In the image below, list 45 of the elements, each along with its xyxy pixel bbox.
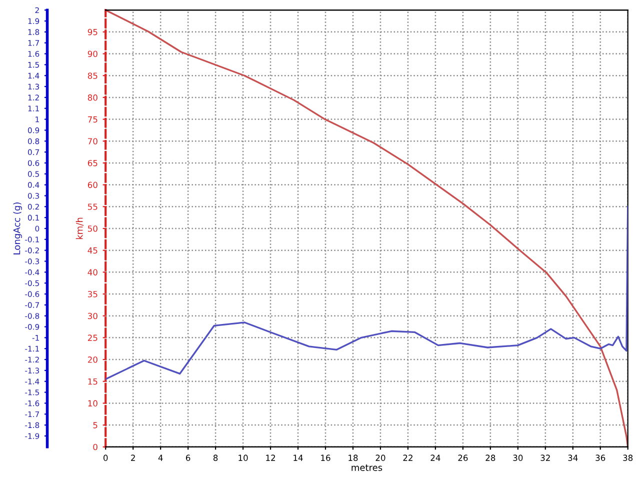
y-tick-label: 10 xyxy=(88,400,98,406)
x-tick-label: 32 xyxy=(540,454,550,461)
y-tick-label: 25 xyxy=(88,334,98,341)
x-tick-label: 6 xyxy=(186,454,190,461)
y-tick-label: 20 xyxy=(88,356,98,363)
x-tick-label: 22 xyxy=(403,454,412,461)
x-tick-label: 20 xyxy=(376,454,386,461)
y-tick-label: 45 xyxy=(88,247,98,254)
x-tick-label: 12 xyxy=(266,454,275,461)
x-axis-title: metres xyxy=(352,464,382,471)
x-tick-label: 36 xyxy=(596,454,606,461)
y-tick-label: 70 xyxy=(88,138,98,144)
x-tick-label: 2 xyxy=(131,454,135,461)
x-tick-label: 4 xyxy=(158,454,163,461)
y-tick-label: 85 xyxy=(88,72,98,79)
y-tick-label: 75 xyxy=(88,116,98,123)
y-tick-label: 30 xyxy=(88,312,98,320)
x-tick-label: 16 xyxy=(321,454,330,461)
y-tick-label: 0 xyxy=(93,444,98,450)
x-tick-label: 18 xyxy=(348,454,358,461)
x-tick-label: 24 xyxy=(430,454,440,461)
y-tick-label: 15 xyxy=(88,378,98,385)
x-tick-label: 26 xyxy=(458,454,468,461)
line-series xyxy=(106,10,628,447)
x-tick-label: 38 xyxy=(623,454,633,461)
y-tick-label: 65 xyxy=(88,160,98,166)
x-tick-label: 34 xyxy=(568,454,578,461)
y2-axis-title: LongAcc (g) xyxy=(13,202,22,254)
y-tick-label: 95 xyxy=(88,28,98,36)
x-tick-label: 10 xyxy=(238,454,248,461)
x-tick-label: 30 xyxy=(513,454,523,461)
y-tick-label: 5 xyxy=(93,422,98,428)
line-series xyxy=(106,206,628,380)
x-tick-label: 28 xyxy=(486,454,496,461)
y-tick-label: 90 xyxy=(88,50,98,58)
x-tick-label: 8 xyxy=(213,454,218,461)
y-tick-label: 35 xyxy=(88,290,98,298)
y-tick-label: 40 xyxy=(88,269,98,276)
y-tick-label: 60 xyxy=(88,182,98,188)
x-tick-label: 0 xyxy=(104,454,108,461)
x-tick-label: 14 xyxy=(294,454,303,461)
y-tick-label: 55 xyxy=(88,204,98,210)
y-axis-title: km/h xyxy=(76,218,84,240)
y-tick-label: 80 xyxy=(88,94,98,101)
y-tick-label: 50 xyxy=(88,225,98,232)
